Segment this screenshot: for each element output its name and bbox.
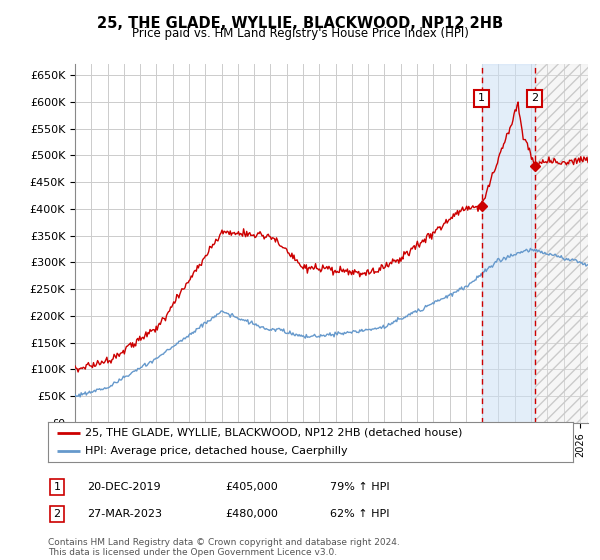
Text: 1: 1	[478, 94, 485, 104]
Text: HPI: Average price, detached house, Caerphilly: HPI: Average price, detached house, Caer…	[85, 446, 347, 456]
Text: 1: 1	[53, 482, 61, 492]
Text: £480,000: £480,000	[225, 509, 278, 519]
Text: Price paid vs. HM Land Registry's House Price Index (HPI): Price paid vs. HM Land Registry's House …	[131, 27, 469, 40]
Text: 79% ↑ HPI: 79% ↑ HPI	[330, 482, 389, 492]
Text: £405,000: £405,000	[225, 482, 278, 492]
Text: Contains HM Land Registry data © Crown copyright and database right 2024.
This d: Contains HM Land Registry data © Crown c…	[48, 538, 400, 557]
Text: 25, THE GLADE, WYLLIE, BLACKWOOD, NP12 2HB: 25, THE GLADE, WYLLIE, BLACKWOOD, NP12 2…	[97, 16, 503, 31]
Text: 2: 2	[53, 509, 61, 519]
Bar	[482, 64, 535, 423]
Text: 62% ↑ HPI: 62% ↑ HPI	[330, 509, 389, 519]
Bar	[535, 64, 588, 423]
Text: 25, THE GLADE, WYLLIE, BLACKWOOD, NP12 2HB (detached house): 25, THE GLADE, WYLLIE, BLACKWOOD, NP12 2…	[85, 428, 462, 437]
Text: 27-MAR-2023: 27-MAR-2023	[87, 509, 162, 519]
Text: 2: 2	[532, 94, 538, 104]
Bar	[535, 64, 588, 423]
Text: 20-DEC-2019: 20-DEC-2019	[87, 482, 161, 492]
